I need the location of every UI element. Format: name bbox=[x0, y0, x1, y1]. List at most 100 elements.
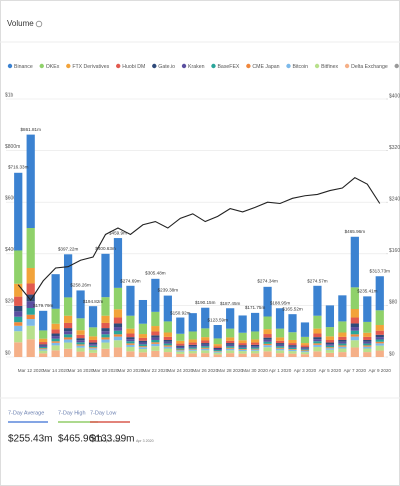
bar-segment bbox=[213, 347, 222, 350]
bar-segment bbox=[176, 351, 185, 354]
bar-segment bbox=[375, 341, 384, 344]
bar-segment bbox=[300, 354, 310, 357]
bar-segment bbox=[313, 346, 322, 352]
bar-segment bbox=[213, 350, 222, 352]
bar-segment bbox=[350, 236, 359, 288]
bar-segment bbox=[226, 343, 235, 345]
total-label: $861.81m bbox=[20, 127, 41, 132]
bar-segment bbox=[288, 332, 297, 340]
bar-segment bbox=[101, 331, 110, 335]
bar-segment bbox=[338, 343, 347, 346]
bar-segment bbox=[363, 332, 372, 337]
bar-segment bbox=[263, 339, 272, 342]
x-tick-label: Mar 20 2020 bbox=[118, 368, 144, 373]
bar-segment bbox=[325, 344, 335, 346]
bar-segment bbox=[201, 328, 210, 338]
bar-segment bbox=[313, 285, 322, 316]
bar-segment bbox=[350, 336, 359, 341]
total-label: $274.69m bbox=[120, 278, 141, 283]
bar-segment bbox=[275, 337, 285, 341]
bar-segment bbox=[288, 349, 297, 350]
bar-segment bbox=[163, 295, 172, 322]
legend-marker bbox=[286, 63, 291, 69]
bar-segment bbox=[263, 334, 272, 338]
y2-tick-label: $320 bbox=[389, 145, 400, 151]
bar-segment bbox=[88, 342, 98, 345]
bar-segment bbox=[325, 342, 335, 345]
bar-segment bbox=[350, 340, 359, 348]
bar-segment bbox=[101, 337, 110, 340]
x-tick-label: Apr 7 2020 bbox=[344, 368, 367, 373]
bar-segment bbox=[338, 352, 347, 357]
y-tick-label: $600m bbox=[5, 196, 20, 202]
bar-segment bbox=[275, 347, 285, 349]
bar-segment bbox=[126, 344, 135, 347]
bar-segment bbox=[138, 346, 148, 348]
y-tick-label: $400m bbox=[5, 247, 20, 253]
bar-segment bbox=[88, 345, 98, 348]
bar-segment bbox=[39, 346, 48, 349]
bar-segment bbox=[39, 310, 48, 331]
bar-segment bbox=[76, 334, 85, 339]
bar-segment bbox=[26, 325, 35, 340]
bar-segment bbox=[275, 328, 285, 338]
legend-label: Delta Exchange bbox=[351, 64, 388, 70]
bar-segment bbox=[201, 347, 210, 349]
total-label: $716.33m bbox=[8, 164, 29, 169]
bar-segment bbox=[163, 336, 172, 340]
bar-segment bbox=[188, 349, 197, 351]
bar-segment bbox=[313, 351, 322, 357]
bar-segment bbox=[226, 348, 235, 351]
bar-segment bbox=[113, 238, 123, 288]
bar-segment bbox=[338, 321, 347, 333]
bar-segment bbox=[176, 353, 185, 357]
bar-segment bbox=[151, 346, 160, 351]
bar-segment bbox=[226, 337, 235, 341]
bar-segment bbox=[101, 328, 110, 332]
bar-segment bbox=[275, 344, 285, 347]
bar-segment bbox=[76, 338, 85, 341]
bar-segment bbox=[76, 344, 85, 346]
bar-segment bbox=[375, 339, 384, 342]
bar-segment bbox=[63, 339, 73, 343]
bar-segment bbox=[101, 348, 110, 357]
bar-segment bbox=[101, 297, 110, 316]
y-tick-label: $200m bbox=[5, 299, 20, 305]
bar-segment bbox=[188, 348, 197, 350]
bar-segment bbox=[226, 308, 235, 329]
bar-segment bbox=[263, 345, 272, 348]
bar-segment bbox=[250, 347, 260, 349]
bar-segment bbox=[363, 346, 372, 349]
bar-segment bbox=[238, 347, 247, 350]
bar-segment bbox=[213, 338, 222, 345]
bar-segment bbox=[51, 323, 60, 330]
bar-segment bbox=[288, 345, 297, 347]
bar-segment bbox=[250, 350, 260, 354]
bar-segment bbox=[375, 276, 384, 311]
x-tick-label: Apr 5 2020 bbox=[319, 368, 342, 373]
bar-segment bbox=[313, 328, 322, 334]
chart-title: Volume bbox=[7, 19, 34, 28]
y-tick-label: $1b bbox=[5, 92, 14, 98]
legend-label: BaseFEX bbox=[217, 64, 239, 70]
y-tick-label: $0 bbox=[5, 350, 11, 356]
bar-segment bbox=[275, 353, 285, 357]
total-label: $274.57m bbox=[307, 278, 328, 283]
x-tick-label: Mar 28 2020 bbox=[217, 368, 243, 373]
bar-segment bbox=[176, 349, 185, 351]
bar-segment bbox=[88, 344, 98, 346]
bar-segment bbox=[188, 339, 197, 343]
bar-segment bbox=[288, 353, 297, 357]
bar-segment bbox=[288, 346, 297, 348]
bar-segment bbox=[39, 349, 48, 351]
bar-segment bbox=[201, 340, 210, 344]
total-label: $239.38m bbox=[158, 287, 179, 292]
bar-segment bbox=[363, 321, 372, 333]
bar-segment bbox=[126, 343, 135, 345]
bar-segment bbox=[338, 295, 347, 322]
bar-segment bbox=[14, 331, 23, 343]
info-icon[interactable] bbox=[35, 20, 43, 28]
bar-segment bbox=[188, 342, 197, 345]
total-label: $165.52m bbox=[282, 307, 303, 312]
